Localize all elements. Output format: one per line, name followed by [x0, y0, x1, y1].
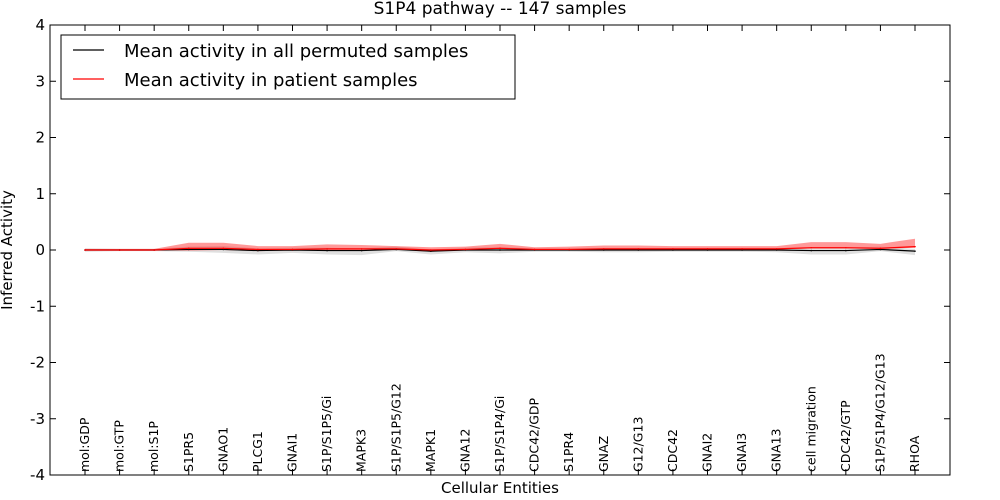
data-point	[499, 247, 501, 250]
data-point	[187, 248, 190, 251]
x-tick-label: mol:S1P	[146, 421, 161, 472]
data-point	[430, 249, 432, 251]
y-tick-label: -3	[30, 410, 45, 428]
x-tick-label: cell migration	[803, 386, 818, 472]
x-tick-label: MAPK3	[354, 429, 369, 472]
plot-frame	[49, 24, 951, 476]
legend-label-permuted: Mean activity in all permuted samples	[124, 41, 468, 62]
data-point	[533, 248, 536, 251]
x-tick-labels: mol:GDP mol:GTP mol:S1P S1PR5 GNAO1 PLCG1 GNAI…	[77, 353, 922, 472]
data-point	[291, 248, 294, 251]
data-point	[741, 249, 743, 251]
data-point	[637, 248, 640, 250]
legend-label-patient: Mean activity in patient samples	[124, 70, 418, 91]
data-point	[326, 249, 328, 252]
data-point	[775, 248, 778, 250]
y-tick-label: -4	[30, 466, 45, 484]
y-tick-label: 1	[35, 185, 45, 203]
y-tick-label: -1	[30, 297, 45, 315]
y-tick-label: -2	[30, 354, 45, 372]
x-tick-label: CDC42	[665, 429, 680, 472]
data-point	[568, 248, 570, 251]
data-point	[222, 247, 225, 250]
data-point	[430, 250, 432, 252]
y-tick-label: 4	[35, 16, 45, 34]
data-point	[395, 248, 398, 250]
data-point	[499, 249, 501, 251]
x-tick-label: GNAZ	[596, 436, 611, 472]
x-tick-label: GNA12	[457, 429, 472, 473]
y-tick-label: 0	[35, 241, 45, 259]
x-tick-label: GNAI3	[734, 433, 749, 472]
data-point	[706, 248, 709, 250]
axis-ticks: -4 -3 -2 -1 0 1 2 3 4	[30, 16, 950, 484]
series-lines	[84, 245, 916, 252]
data-point	[602, 248, 605, 250]
data-point	[810, 249, 813, 252]
x-tick-label: mol:GDP	[77, 417, 92, 472]
data-point	[84, 249, 86, 251]
data-point	[845, 249, 847, 252]
x-tick-label: S1P/S1P5/G12	[388, 383, 403, 472]
x-tick-label: PLCG1	[250, 431, 265, 472]
x-tick-label: MAPK1	[423, 429, 438, 472]
data-point	[602, 249, 605, 251]
y-tick-label: 3	[35, 72, 45, 90]
legend: Mean activity in all permuted samples Me…	[60, 34, 516, 100]
data-point	[672, 248, 674, 250]
data-point	[914, 245, 916, 248]
data-point	[845, 246, 847, 249]
legend-box	[60, 34, 516, 100]
x-tick-label: S1PR5	[181, 432, 196, 472]
x-axis-label: Cellular Entities	[441, 479, 559, 497]
x-tick-label: CDC42/GTP	[838, 400, 853, 472]
x-tick-label: CDC42/GDP	[527, 397, 542, 472]
x-tick-label: S1P/S1P4/Gi	[492, 396, 507, 472]
data-point	[360, 249, 363, 252]
x-tick-label: mol:GTP	[112, 420, 127, 472]
data-point	[187, 247, 190, 250]
x-tick-label: RHOA	[907, 435, 922, 472]
x-tick-label: G12/G13	[630, 417, 645, 472]
data-point	[810, 246, 813, 249]
data-point	[360, 248, 363, 250]
data-point	[257, 248, 259, 251]
data-point	[637, 249, 640, 251]
data-point	[672, 249, 674, 251]
data-point	[326, 248, 328, 250]
data-point	[222, 248, 225, 251]
x-tick-label: S1P/S1P5/Gi	[319, 396, 334, 472]
data-point	[706, 249, 709, 251]
data-point	[257, 249, 259, 252]
y-tick-label: 2	[35, 129, 45, 147]
data-point	[153, 249, 155, 251]
x-tick-label: S1P/S1P4/G12/G13	[872, 353, 887, 472]
confidence-bands	[85, 238, 915, 256]
data-point	[879, 247, 882, 250]
y-axis-label: Inferred Activity	[0, 190, 16, 310]
x-tick-label: GNAI2	[700, 433, 715, 472]
x-tick-label: GNAI1	[285, 433, 300, 472]
chart-title: S1P4 pathway -- 147 samples	[374, 0, 627, 19]
data-point	[118, 249, 121, 251]
x-tick-label: S1PR4	[561, 432, 576, 472]
x-tick-label: GNA13	[769, 429, 784, 473]
data-point	[914, 250, 916, 252]
x-tick-label: GNAO1	[215, 427, 230, 472]
data-point	[775, 249, 778, 251]
data-point	[741, 248, 743, 250]
data-point	[879, 248, 882, 251]
data-point	[464, 248, 467, 251]
